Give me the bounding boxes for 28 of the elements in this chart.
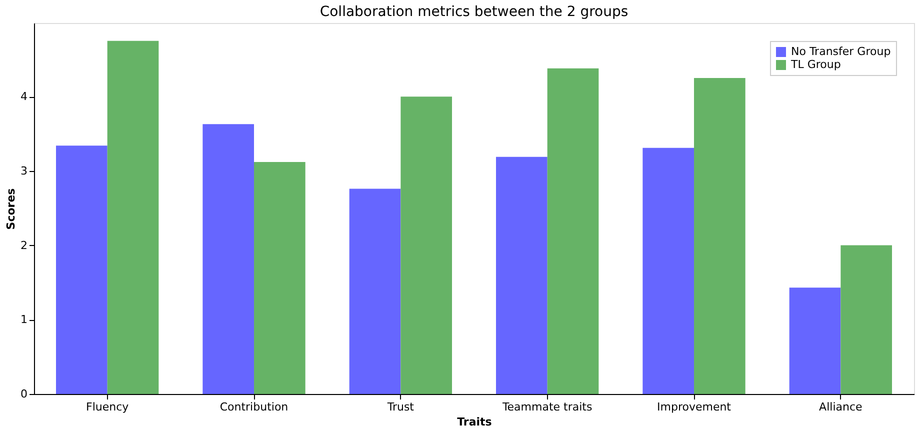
bar <box>56 146 108 394</box>
y-tick-label: 1 <box>20 313 28 326</box>
bar <box>789 288 841 394</box>
y-axis-title: Scores <box>4 188 18 230</box>
bar <box>840 245 892 394</box>
bar <box>694 78 746 394</box>
bar <box>254 162 306 394</box>
bar <box>202 124 254 394</box>
x-tick-label: Trust <box>386 400 415 414</box>
bar <box>496 156 548 394</box>
bar <box>107 40 159 394</box>
x-tick-label: Contribution <box>220 400 288 414</box>
x-tick-label: Alliance <box>819 400 863 414</box>
y-tick-label: 4 <box>20 90 28 104</box>
y-tick-label: 2 <box>20 238 28 252</box>
legend-label: No Transfer Group <box>791 45 891 58</box>
x-tick-label: Teammate traits <box>501 400 592 414</box>
bar <box>642 148 694 394</box>
chart-title: Collaboration metrics between the 2 groups <box>320 4 628 20</box>
bar <box>547 68 599 394</box>
bar <box>400 96 452 394</box>
x-tick-label: Fluency <box>86 400 130 414</box>
x-axis-title: Traits <box>457 416 492 428</box>
x-tick-label: Improvement <box>657 400 732 414</box>
bar <box>349 188 401 394</box>
y-tick-label: 3 <box>20 164 28 178</box>
legend-label: TL Group <box>790 58 841 71</box>
y-tick-label: 0 <box>20 388 28 400</box>
